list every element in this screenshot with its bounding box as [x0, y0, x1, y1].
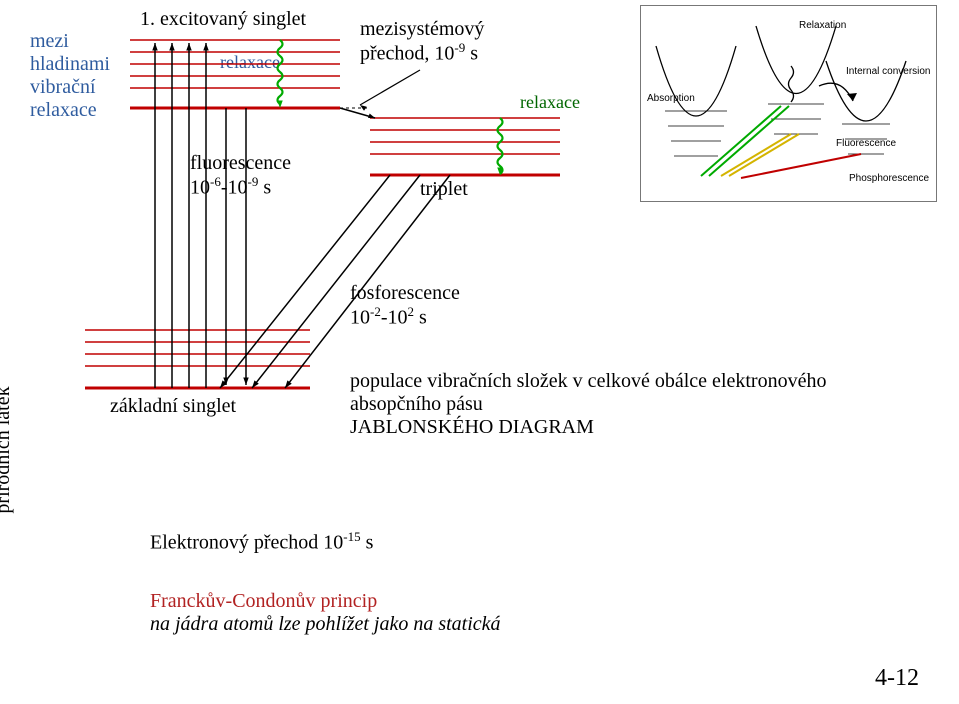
- inset-label-phos: Phosphorescence: [849, 173, 929, 184]
- page-number: 4-12: [875, 665, 919, 692]
- eprechod-sup: -15: [343, 529, 360, 544]
- eprechod-a: Elektronový přechod 10: [150, 532, 343, 554]
- inset-jablonski: Absorption Relaxation Internal conversio…: [640, 5, 937, 202]
- fc-l1: Franckův-Condonův princip: [150, 590, 377, 612]
- inset-svg: Absorption Relaxation Internal conversio…: [641, 6, 936, 201]
- label-eprechod: Elektronový přechod 10-15 s: [150, 530, 373, 555]
- inset-label-relaxation: Relaxation: [799, 20, 846, 31]
- fc-l2: na jádra atomů lze pohlížet jako na stat…: [150, 613, 501, 635]
- inset-label-fluor: Fluorescence: [836, 138, 896, 149]
- eprechod-s: s: [361, 532, 374, 554]
- inset-label-absorption: Absorption: [647, 93, 695, 104]
- inset-label-internal: Internal conversion: [846, 66, 931, 77]
- jablonski-diagram: [0, 0, 630, 430]
- label-franck-condon: Franckův-Condonův princip na jádra atomů…: [150, 590, 501, 636]
